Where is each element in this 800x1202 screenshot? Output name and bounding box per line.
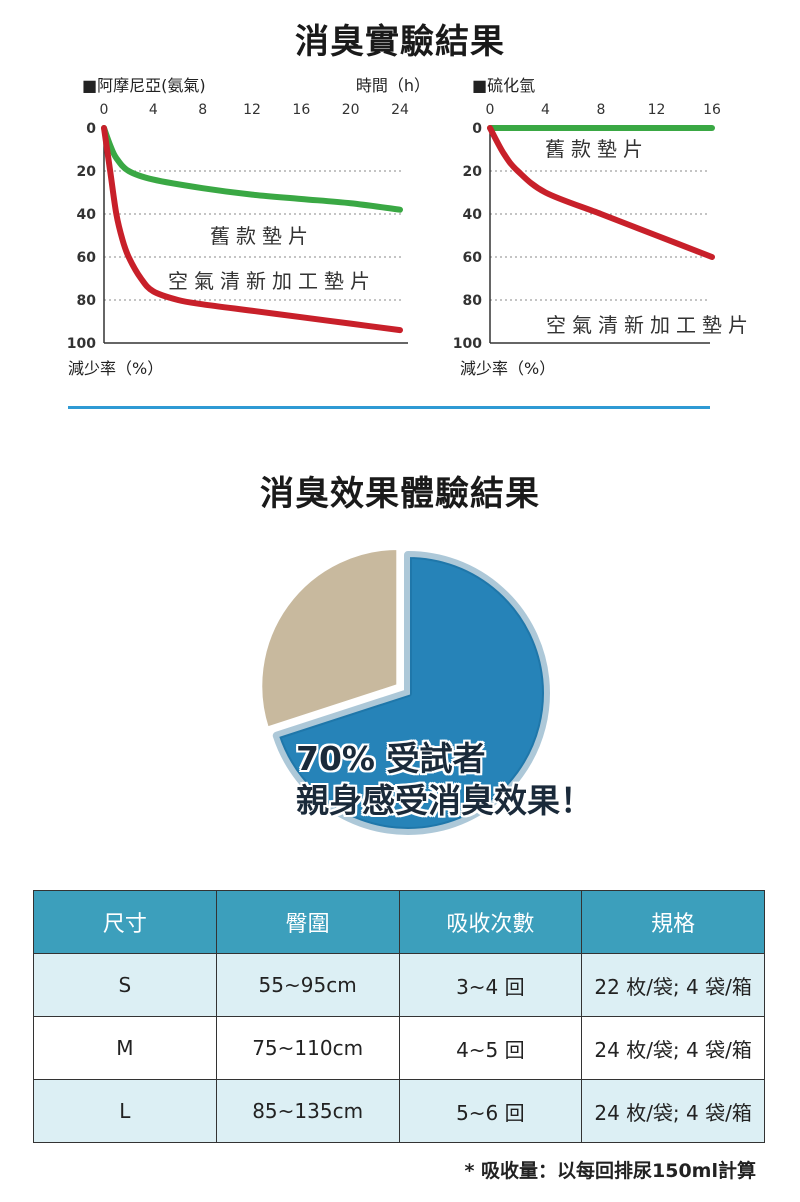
y-tick-label: 0 bbox=[86, 121, 96, 137]
pie-slice-remainder bbox=[260, 545, 401, 732]
x-tick-label: 0 bbox=[486, 102, 495, 118]
y-tick-label: 0 bbox=[472, 121, 482, 137]
x-tick-label: 12 bbox=[648, 102, 666, 118]
x-tick-label: 20 bbox=[342, 102, 360, 118]
cell-absorb: 3~4 回 bbox=[398, 953, 583, 1017]
y-axis-label: 減少率（%） bbox=[68, 359, 163, 378]
pie-chart bbox=[260, 545, 550, 835]
cell-hip: 75~110cm bbox=[215, 1016, 400, 1080]
table-row: M 75~110cm 4~5 回 24 枚/袋; 4 袋/箱 bbox=[33, 1016, 765, 1080]
series-label-old: 舊款墊片 bbox=[210, 224, 314, 248]
cell-hip: 85~135cm bbox=[215, 1079, 400, 1143]
footnote: * 吸收量：以每回排尿150ml計算 bbox=[464, 1160, 756, 1182]
cell-spec: 24 枚/袋; 4 袋/箱 bbox=[581, 1016, 765, 1080]
x-tick-label: 4 bbox=[541, 102, 550, 118]
pie-slice-edge-shade bbox=[272, 551, 550, 835]
header-size: 尺寸 bbox=[33, 890, 217, 954]
cell-spec: 22 枚/袋; 4 袋/箱 bbox=[581, 953, 765, 1017]
section-title: 消臭效果體驗結果 bbox=[260, 474, 540, 514]
pie-caption: 70% 受試者 親身感受消臭效果！ bbox=[296, 738, 593, 822]
x-tick-label: 8 bbox=[597, 102, 606, 118]
header-absorb: 吸收次數 bbox=[398, 890, 583, 954]
header-hip: 臀圍 bbox=[215, 890, 400, 954]
pie-slice-majority bbox=[274, 552, 548, 833]
y-tick-label: 80 bbox=[463, 293, 483, 309]
x-tick-label: 12 bbox=[243, 102, 261, 118]
y-tick-label: 60 bbox=[463, 250, 483, 266]
series-line-new-pad bbox=[101, 125, 403, 334]
x-axis-label: 時間（h） bbox=[356, 76, 420, 95]
chart-legend: ■硫化氫 bbox=[472, 76, 535, 95]
x-tick-label: 8 bbox=[198, 102, 207, 118]
series-label-new: 空氣清新加工墊片 bbox=[168, 269, 376, 293]
cell-spec: 24 枚/袋; 4 袋/箱 bbox=[581, 1079, 765, 1143]
y-tick-label: 40 bbox=[77, 207, 97, 223]
table-row: S 55~95cm 3~4 回 22 枚/袋; 4 袋/箱 bbox=[33, 953, 765, 1017]
series-label-new: 空氣清新加工墊片 bbox=[546, 313, 754, 337]
x-tick-label: 0 bbox=[100, 102, 109, 118]
series-line-new-pad bbox=[487, 125, 715, 260]
table-header-row: 尺寸 臀圍 吸收次數 規格 bbox=[33, 890, 765, 954]
y-axis-label: 減少率（%） bbox=[460, 359, 555, 378]
cell-size: S bbox=[33, 953, 217, 1017]
y-tick-label: 100 bbox=[453, 336, 482, 352]
y-tick-label: 20 bbox=[463, 164, 483, 180]
header-spec: 規格 bbox=[581, 890, 765, 954]
x-tick-label: 16 bbox=[703, 102, 721, 118]
pie-caption-line2: 親身感受消臭效果！ bbox=[296, 781, 593, 820]
cell-hip: 55~95cm bbox=[215, 953, 400, 1017]
cell-absorb: 5~6 回 bbox=[398, 1079, 583, 1143]
y-tick-label: 80 bbox=[77, 293, 97, 309]
y-tick-label: 20 bbox=[77, 164, 97, 180]
pie-caption-line1: 70% 受試者 bbox=[296, 739, 486, 778]
x-tick-label: 4 bbox=[149, 102, 158, 118]
y-tick-label: 40 bbox=[463, 207, 483, 223]
table-row: L 85~135cm 5~6 回 24 枚/袋; 4 袋/箱 bbox=[33, 1079, 765, 1143]
y-tick-label: 60 bbox=[77, 250, 97, 266]
chart-legend: ■阿摩尼亞(氨氣) bbox=[82, 76, 206, 95]
page-title: 消臭實驗結果 bbox=[295, 22, 505, 62]
series-label-old: 舊款墊片 bbox=[545, 137, 649, 161]
ammonia-chart: ■阿摩尼亞(氨氣) 時間（h） 0 4 8 12 16 20 24 0 20 40 60 80 100… bbox=[67, 76, 420, 378]
x-tick-label: 24 bbox=[391, 102, 409, 118]
cell-size: M bbox=[33, 1016, 217, 1080]
cell-absorb: 4~5 回 bbox=[398, 1016, 583, 1080]
cell-size: L bbox=[33, 1079, 217, 1143]
series-line-old-pad bbox=[101, 125, 403, 213]
size-spec-table: 尺寸 臀圍 吸收次數 規格 S 55~95cm 3~4 回 22 枚/袋; 4 … bbox=[33, 890, 765, 1143]
x-tick-label: 16 bbox=[292, 102, 310, 118]
y-tick-label: 100 bbox=[67, 336, 96, 352]
section-divider bbox=[68, 406, 710, 409]
